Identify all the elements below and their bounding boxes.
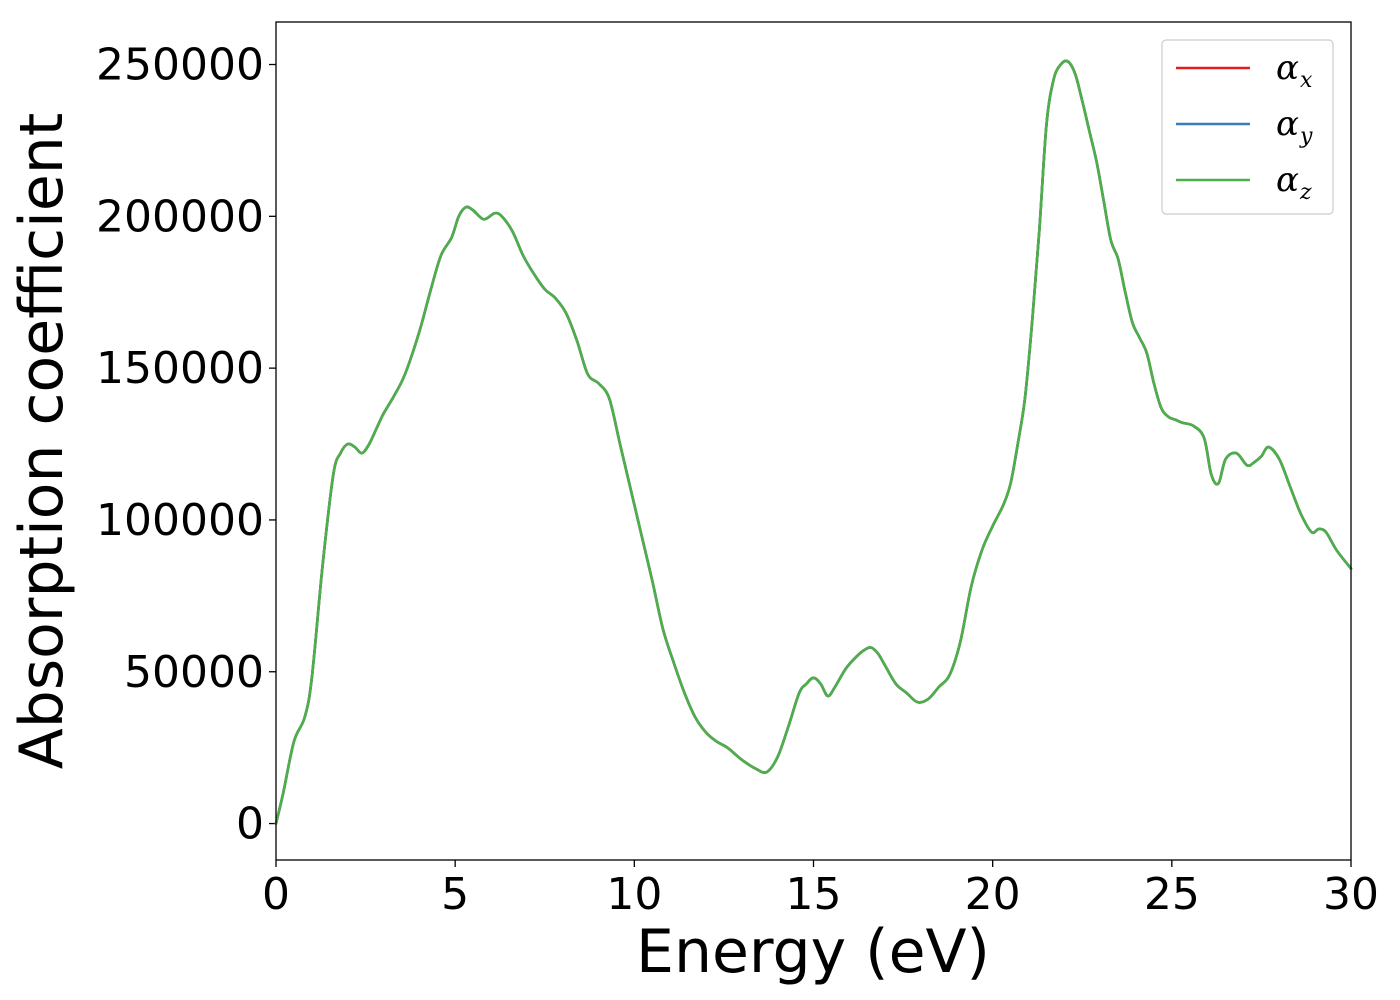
legend-label-subscript: z xyxy=(1299,180,1312,205)
legend-label-symbol: α xyxy=(1276,48,1299,88)
x-axis-title: Energy (eV) xyxy=(636,917,990,987)
legend-label-alpha-x: αx xyxy=(1276,48,1313,93)
y-tick-label: 50000 xyxy=(124,647,264,698)
y-axis-title: Absorption coefficient xyxy=(7,113,77,770)
legend-label-subscript: x xyxy=(1300,68,1313,93)
x-tick-label: 5 xyxy=(441,869,469,920)
plot-frame xyxy=(275,21,1352,861)
legend-label-alpha-y: αy xyxy=(1276,104,1313,149)
y-tick-label: 150000 xyxy=(96,343,264,394)
legend-label-symbol: α xyxy=(1276,104,1299,144)
y-axis-ticks: 0 50000 100000 150000 200000 250000 xyxy=(96,40,276,850)
x-tick-label: 30 xyxy=(1323,869,1379,920)
y-tick-label: 0 xyxy=(236,799,264,850)
series-line-alpha-z xyxy=(274,59,1353,825)
legend-label-symbol: α xyxy=(1276,160,1299,200)
x-tick-label: 20 xyxy=(965,869,1021,920)
x-tick-label: 25 xyxy=(1144,869,1200,920)
legend-box xyxy=(1161,39,1334,215)
x-tick-label: 0 xyxy=(262,869,290,920)
y-tick-label: 250000 xyxy=(96,40,264,91)
legend-label-subscript: y xyxy=(1299,124,1313,149)
x-axis-ticks: 0 5 10 15 20 25 30 xyxy=(262,860,1379,920)
legend-label-alpha-z: αz xyxy=(1276,160,1312,205)
series-layer xyxy=(274,59,1353,825)
x-tick-label: 15 xyxy=(786,869,842,920)
x-tick-label: 10 xyxy=(606,869,662,920)
y-tick-label: 100000 xyxy=(96,495,264,546)
y-tick-label: 200000 xyxy=(96,191,264,242)
